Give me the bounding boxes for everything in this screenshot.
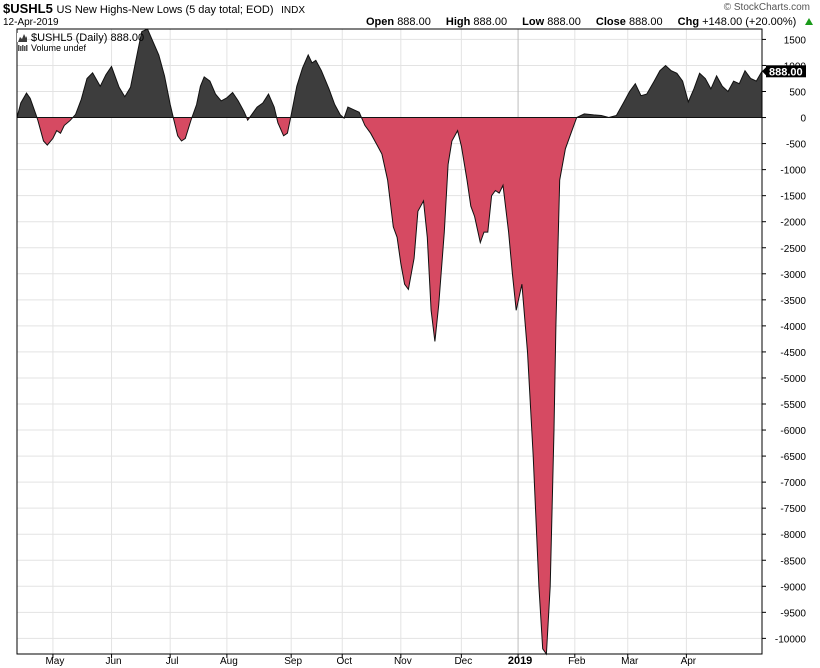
plot-border [16,28,763,655]
y-axis: 150010005000-500-1000-1500-2000-2500-300… [762,35,806,645]
close-value: 888.00 [628,16,663,28]
y-tick-label: -9000 [780,582,806,593]
volume-swatch-bar [26,45,28,51]
plot-frame [16,28,763,655]
quote-date: 12-Apr-2019 [3,17,59,28]
y-tick-label: -8500 [780,556,806,567]
x-tick-label: Sep [284,656,302,667]
y-tick-label: -4500 [780,348,806,359]
up-arrow-icon [805,18,814,25]
volume-swatch-icon [18,45,28,51]
high-label: High [445,16,471,28]
y-tick-label: -3000 [780,270,806,281]
legend-swatch-icon [17,33,27,42]
open-label: Open [366,16,395,28]
chart-title: $USHL5 US New Highs-New Lows (5 day tota… [3,1,305,16]
ohlc-readout: Open 888.00 High 888.00 Low 888.00 Close… [366,16,820,28]
series-swatch-icon [18,34,27,42]
y-tick-label: 1500 [784,35,807,46]
description: US New Highs-New Lows (5 day total; EOD) [56,4,274,16]
symbol: $USHL5 [3,1,53,16]
legend: $USHL5 (Daily) 888.00 Volume undef [17,32,144,53]
low-label: Low [522,16,545,28]
legend-volume: Volume undef [31,43,87,53]
positive-area [17,29,762,118]
x-tick-label: Oct [336,656,352,667]
x-axis: May Jun Jul Aug Sep Oct Nov Dec 2019 Feb Mar Apr [45,654,697,667]
series-swatch-shape [18,34,27,42]
x-tick-label: Aug [220,656,238,667]
last-value-badge: 888.00 [762,65,806,78]
y-tick-label: -7000 [780,478,806,489]
y-tick-label: -5500 [780,400,806,411]
volume-swatch-bar [22,45,24,51]
y-tick-label: -9500 [780,608,806,619]
exchange: INDX [281,5,306,16]
y-tick-label: 500 [789,88,806,99]
y-tick-label: -2000 [780,218,806,229]
x-tick-label: Jun [105,656,121,667]
y-tick-label: -1000 [780,166,806,177]
open-value: 888.00 [397,16,431,28]
volume-swatch-bar [24,46,26,51]
area-series [16,28,763,656]
y-tick-label: 0 [800,114,806,125]
series-line [16,28,763,656]
volume-swatch-bar [20,46,22,51]
y-tick-label: -500 [786,140,806,151]
y-tick-label: -3500 [780,296,806,307]
x-tick-label: Dec [454,656,472,667]
y-tick-label: -8000 [780,530,806,541]
y-tick-label: -6500 [780,452,806,463]
x-tick-label: Mar [621,656,639,667]
y-tick-label: -4000 [780,322,806,333]
chg-label: Chg [677,16,700,28]
last-value-label: 888.00 [769,66,803,78]
high-value: 888.00 [473,16,508,28]
brand-watermark: © StockCharts.com [723,2,810,13]
chart-header: $USHL5 US New Highs-New Lows (5 day tota… [0,0,820,34]
x-tick-label: 2019 [508,655,532,667]
close-label: Close [595,16,626,28]
y-tick-label: -5000 [780,374,806,385]
legend-series: $USHL5 (Daily) 888.00 [31,32,144,44]
y-tick-label: -7500 [780,504,806,515]
x-tick-label: Apr [681,656,697,667]
y-tick-label: -6000 [780,426,806,437]
x-tick-label: Jul [166,656,179,667]
last-value-badge-bg [766,65,806,78]
chg-value: +148.00 (+20.00%) [702,16,797,28]
x-tick-label: Nov [394,656,412,667]
y-tick-label: -10000 [775,634,807,645]
x-tick-label: Feb [568,656,586,667]
low-value: 888.00 [547,16,581,28]
x-tick-label: May [45,656,64,667]
y-tick-label: -2500 [780,244,806,255]
volume-swatch-bar [18,45,20,51]
badge-pointer [762,66,767,77]
y-tick-label: -1500 [780,192,806,203]
